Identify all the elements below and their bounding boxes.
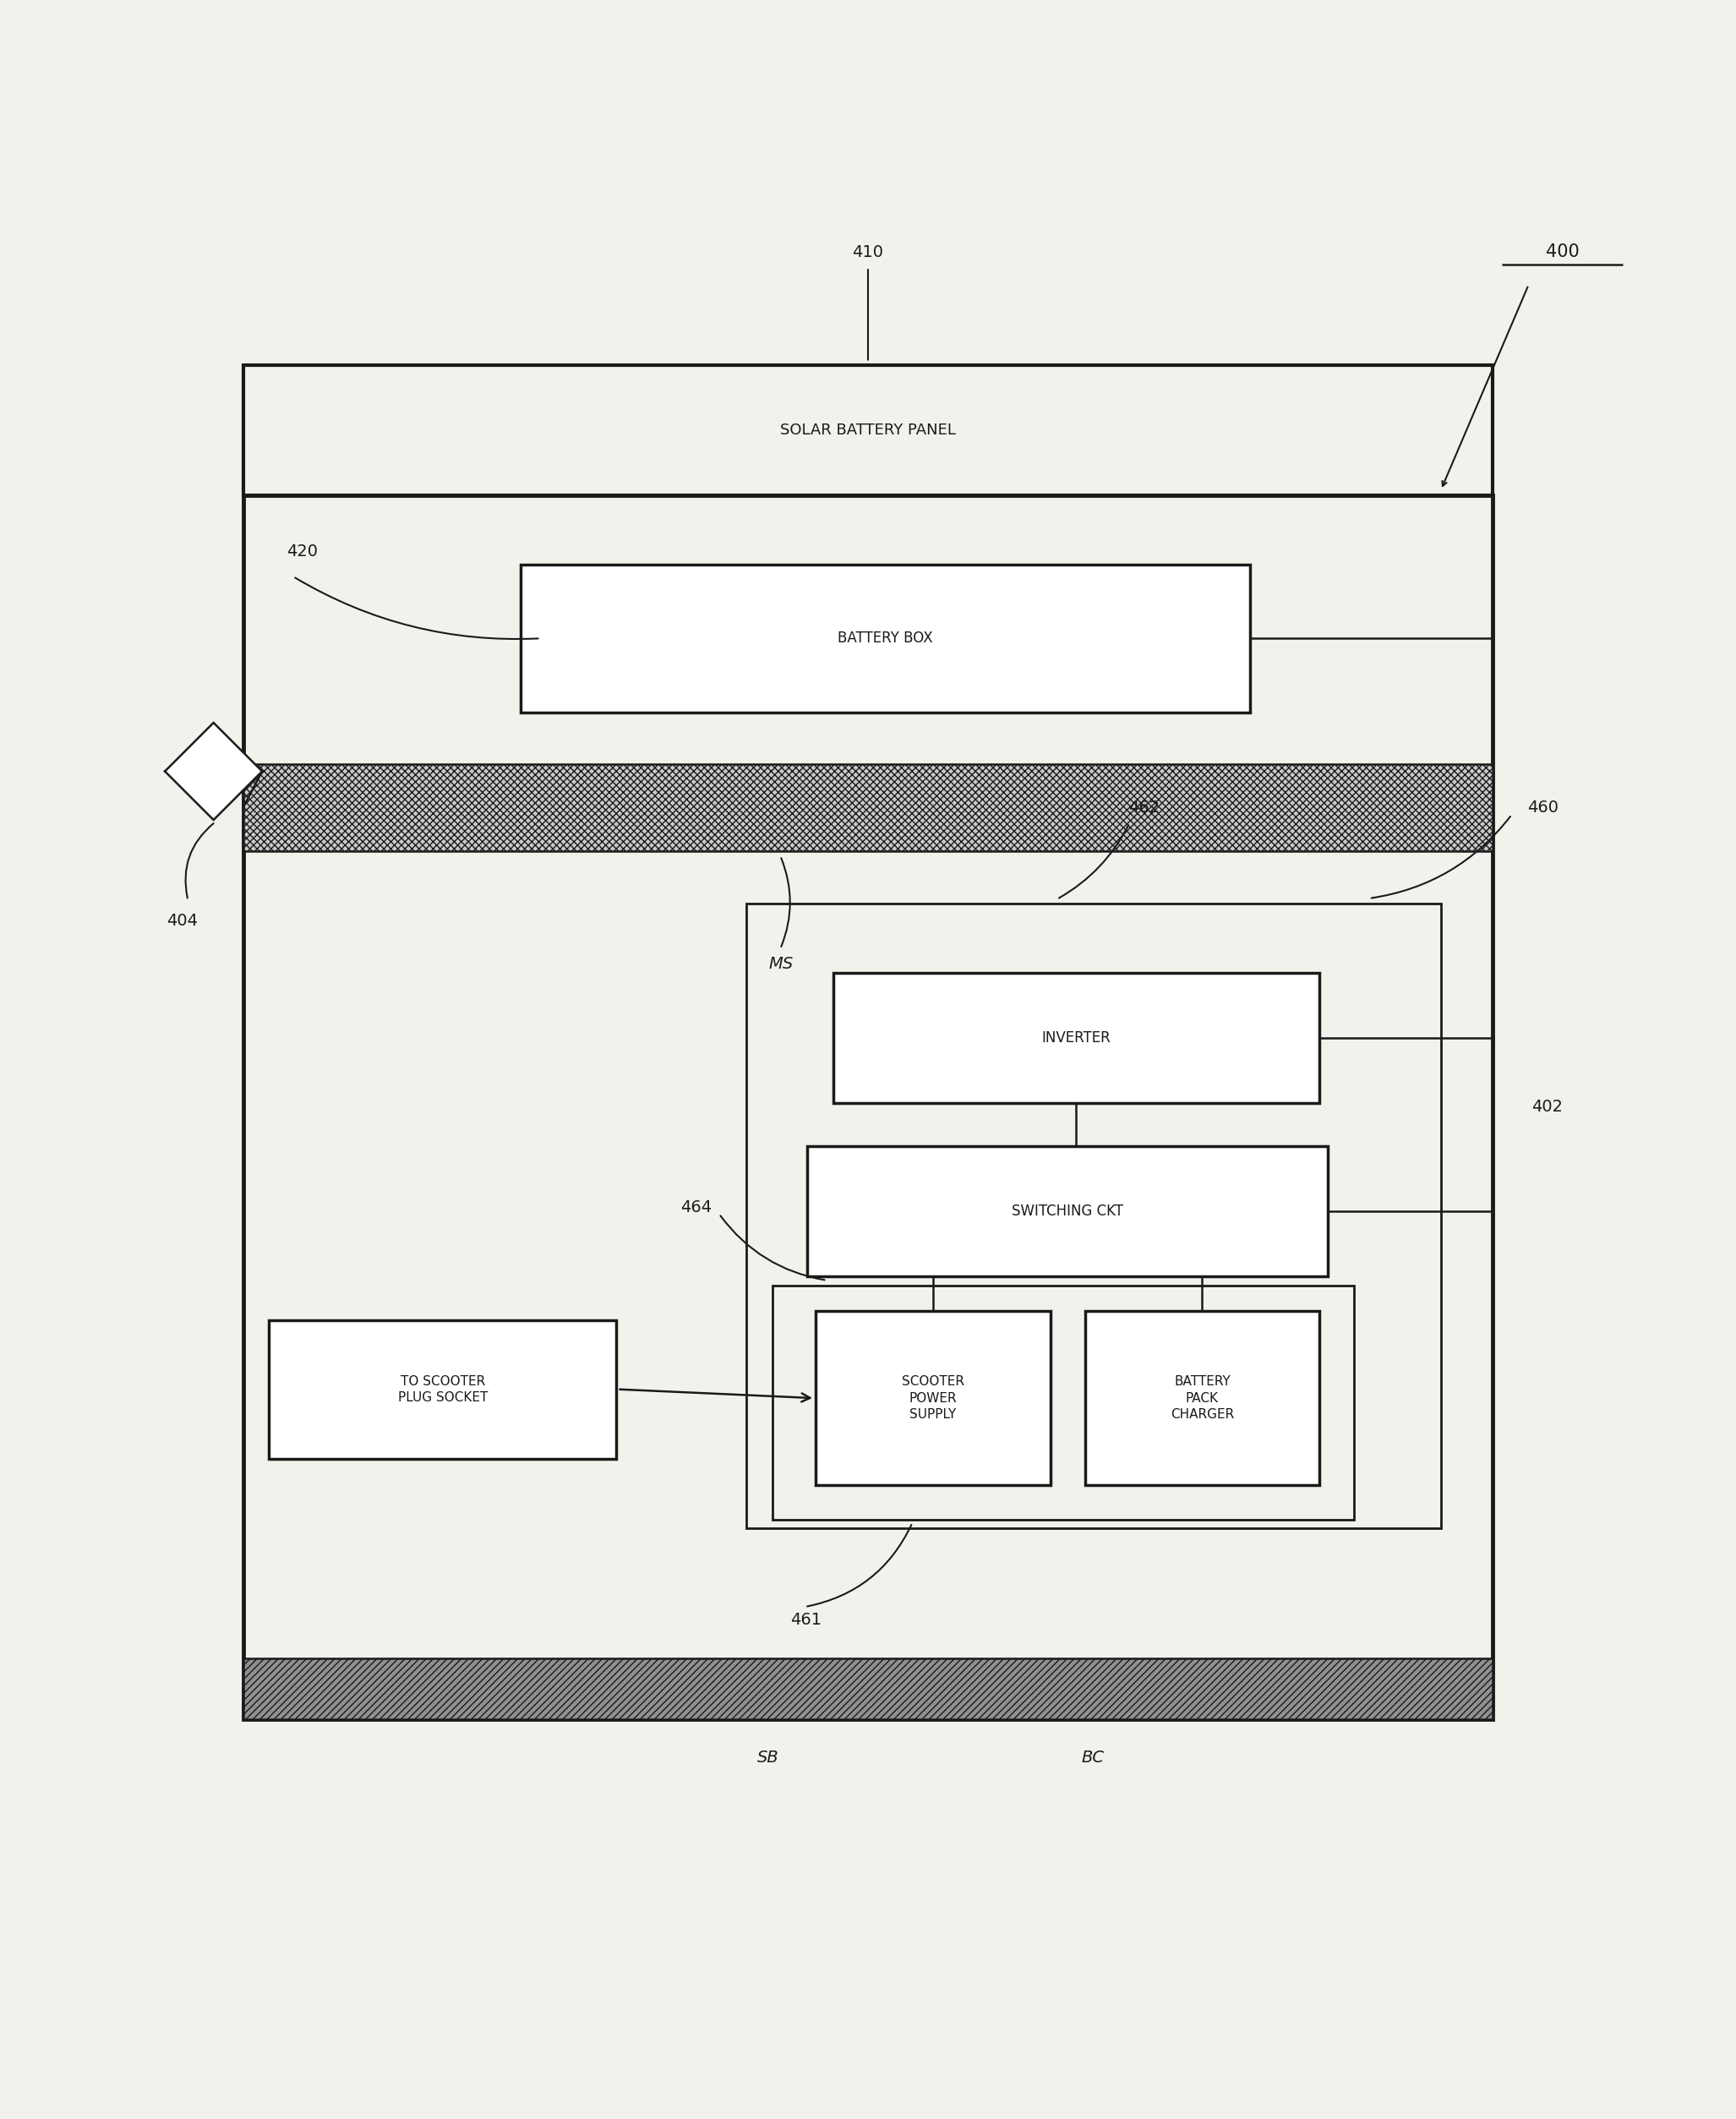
Text: 420: 420 (286, 545, 318, 559)
Text: SWITCHING CKT: SWITCHING CKT (1012, 1204, 1123, 1218)
Text: 460: 460 (1528, 799, 1559, 816)
Text: SCOOTER
POWER
SUPPLY: SCOOTER POWER SUPPLY (901, 1375, 965, 1420)
Text: 461: 461 (790, 1613, 821, 1627)
Text: BATTERY BOX: BATTERY BOX (838, 631, 932, 646)
Bar (243, 1659, 1493, 1719)
Text: SB: SB (757, 1750, 779, 1765)
Bar (243, 496, 1493, 1719)
Text: 464: 464 (681, 1199, 712, 1214)
Text: 402: 402 (1531, 1100, 1562, 1115)
Bar (746, 903, 1441, 1528)
Text: 462: 462 (1128, 799, 1160, 816)
Bar (269, 1320, 616, 1458)
Text: SOLAR BATTERY PANEL: SOLAR BATTERY PANEL (779, 422, 957, 439)
Text: INVERTER: INVERTER (1042, 1030, 1111, 1045)
Bar (243, 765, 1493, 852)
Bar (1085, 1312, 1319, 1485)
Text: MS: MS (769, 956, 793, 973)
Text: 400: 400 (1545, 244, 1580, 261)
Text: TO SCOOTER
PLUG SOCKET: TO SCOOTER PLUG SOCKET (398, 1375, 488, 1403)
Bar (816, 1312, 1050, 1485)
Bar (773, 1286, 1354, 1519)
Bar (243, 364, 1493, 496)
Text: 410: 410 (852, 244, 884, 261)
Bar (833, 973, 1319, 1102)
Text: 404: 404 (167, 913, 198, 928)
Text: BATTERY
PACK
CHARGER: BATTERY PACK CHARGER (1170, 1375, 1234, 1420)
Polygon shape (165, 723, 262, 820)
Text: BC: BC (1082, 1750, 1104, 1765)
Bar (521, 564, 1250, 712)
Bar (807, 1146, 1328, 1276)
